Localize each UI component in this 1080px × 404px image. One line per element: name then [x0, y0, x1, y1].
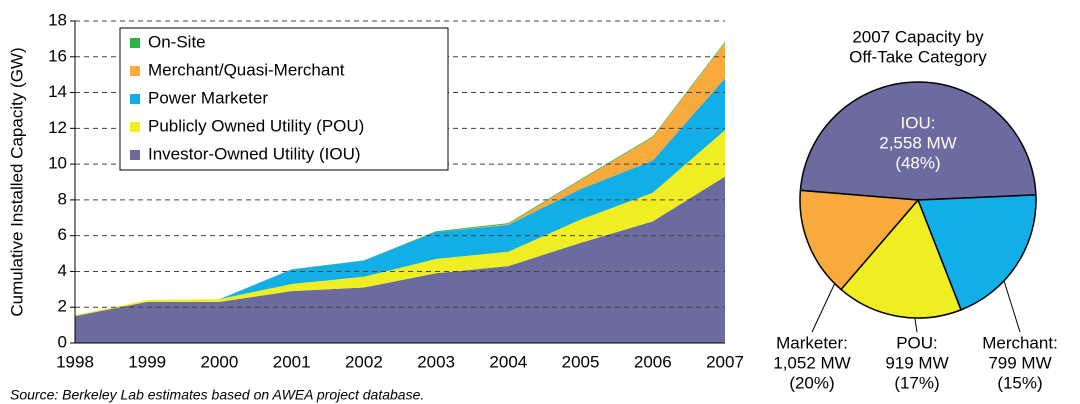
y-tick-label: 14: [48, 82, 67, 101]
pie-value-label: 2,558 MW: [879, 133, 956, 152]
x-tick-label: 2000: [201, 352, 239, 371]
y-tick-label: 12: [48, 118, 67, 137]
area: [75, 176, 725, 343]
pie-percent-label: (48%): [895, 153, 940, 172]
area: [75, 42, 725, 316]
legend-label: Investor-Owned Utility (IOU): [148, 144, 361, 163]
x-tick-label: 2002: [345, 352, 383, 371]
legend-swatch: [130, 66, 140, 76]
pie-percent-label: (20%): [789, 373, 834, 392]
x-tick-label: 2006: [634, 352, 672, 371]
x-tick-label: 2003: [417, 352, 455, 371]
area: [75, 130, 725, 317]
x-tick-label: 1999: [128, 352, 166, 371]
y-tick-label: 8: [58, 189, 67, 208]
y-tick-label: 18: [48, 10, 67, 29]
pie-slice: [839, 198, 962, 319]
area: [75, 78, 725, 316]
y-tick-label: 0: [58, 332, 67, 351]
legend-label: Power Marketer: [148, 88, 268, 107]
pie-title: Off-Take Category: [849, 47, 987, 66]
x-tick-label: 2001: [273, 352, 311, 371]
legend-swatch: [130, 122, 140, 132]
pie-label: Merchant:: [982, 333, 1058, 352]
pie-value-label: 919 MW: [885, 353, 948, 372]
source-note: Source: Berkeley Lab estimates based on …: [10, 387, 424, 403]
pie-value-label: 799 MW: [988, 353, 1051, 372]
legend-label: On-Site: [148, 32, 206, 51]
y-tick-label: 10: [48, 154, 67, 173]
y-tick-label: 2: [58, 297, 67, 316]
x-tick-label: 2005: [562, 352, 600, 371]
y-tick-label: 6: [58, 225, 67, 244]
legend-swatch: [130, 38, 140, 48]
y-tick-label: 4: [58, 261, 67, 280]
x-tick-label: 2007: [706, 352, 744, 371]
x-tick-label: 1998: [56, 352, 94, 371]
legend-swatch: [130, 150, 140, 160]
pie-value-label: 1,052 MW: [773, 353, 850, 372]
pie-slice: [916, 194, 1037, 311]
y-tick-label: 16: [48, 46, 67, 65]
pie-title: 2007 Capacity by: [852, 27, 984, 46]
pie-percent-label: (17%): [894, 373, 939, 392]
pie-label: IOU:: [901, 113, 936, 132]
pie-percent-label: (15%): [997, 373, 1042, 392]
pie-label: POU:: [896, 333, 938, 352]
pie-slice: [799, 81, 1037, 201]
y-axis-label: Cumulative Installed Capacity (GW): [7, 47, 26, 316]
legend-swatch: [130, 94, 140, 104]
pie-label: Marketer:: [776, 333, 848, 352]
x-tick-label: 2004: [489, 352, 527, 371]
legend-label: Merchant/Quasi-Merchant: [148, 60, 345, 79]
legend-frame: [119, 27, 449, 171]
pie-slice: [799, 189, 920, 291]
legend-label: Publicly Owned Utility (POU): [148, 116, 364, 135]
